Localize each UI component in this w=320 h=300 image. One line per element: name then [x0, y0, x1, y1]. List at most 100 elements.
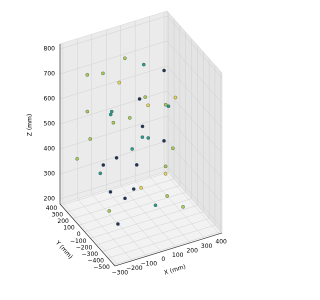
y-tick-label: 0 — [77, 231, 81, 238]
grid-line — [72, 185, 180, 219]
point — [163, 172, 168, 176]
grid-line — [102, 218, 210, 252]
point — [163, 102, 168, 107]
point — [165, 194, 169, 198]
grid-line — [59, 140, 168, 175]
grid-line — [59, 90, 168, 125]
z-tick-label: 200 — [44, 196, 56, 203]
z-tick-label: 500 — [44, 121, 56, 128]
point — [108, 112, 113, 117]
z-tick-label: 800 — [44, 46, 56, 53]
z-tick-label: 700 — [44, 71, 56, 78]
point — [107, 209, 112, 213]
point — [162, 139, 166, 143]
grid-line — [166, 65, 223, 129]
point — [114, 156, 119, 160]
grid-line — [166, 15, 223, 79]
grid-line — [106, 189, 162, 252]
point — [123, 196, 127, 201]
point — [140, 124, 145, 129]
x-axis-line — [114, 232, 223, 267]
grid-line — [59, 15, 168, 50]
point — [162, 68, 166, 73]
y-tick-label: 300 — [52, 211, 64, 218]
x-tick-label: −100 — [141, 261, 158, 268]
point — [75, 157, 79, 161]
x-tick-label: 100 — [172, 252, 184, 259]
point — [123, 56, 127, 61]
y-tick-label: −400 — [87, 258, 104, 265]
grid-line — [77, 198, 133, 261]
y-tick-label: −300 — [82, 251, 99, 258]
grid-line — [62, 202, 119, 266]
point — [146, 136, 151, 140]
y-tick-label: −100 — [70, 238, 87, 245]
point — [108, 190, 113, 194]
point — [140, 135, 145, 139]
point — [163, 164, 168, 169]
grid-line — [66, 178, 175, 213]
grid-line — [166, 40, 223, 104]
grid-line — [113, 231, 221, 265]
point — [139, 186, 143, 190]
x-tick-label: 400 — [215, 238, 227, 245]
grid-line — [91, 194, 147, 257]
x-tick-label: −200 — [126, 265, 143, 272]
x-tick-label: 0 — [161, 256, 165, 263]
y-tick-label: −500 — [93, 264, 110, 271]
point — [143, 95, 147, 99]
point — [181, 205, 185, 209]
y-tick-label: 100 — [63, 225, 75, 232]
grid-line — [163, 171, 220, 235]
point — [117, 80, 121, 85]
grid-line — [166, 115, 223, 179]
z-axis-label: Z (mm) — [27, 114, 34, 136]
y-tick-label: 200 — [57, 218, 69, 225]
point — [111, 120, 116, 125]
grid-line — [166, 90, 223, 154]
x-tick-label: −300 — [112, 270, 129, 277]
y-tick-label: −200 — [76, 244, 93, 251]
point — [135, 163, 139, 167]
chart: X (mm) Y (mm) Z (mm) −300−200−1000100200… — [27, 10, 227, 277]
grid-line — [59, 40, 168, 75]
point — [88, 137, 92, 141]
grid-line — [120, 185, 176, 248]
point — [128, 116, 132, 120]
point — [109, 109, 114, 114]
point — [85, 109, 90, 114]
grid-line — [135, 180, 191, 243]
point — [101, 71, 105, 76]
point — [137, 97, 142, 101]
z-tick-label: 300 — [44, 171, 56, 178]
point — [173, 95, 178, 100]
grid-line — [84, 198, 192, 232]
z-tick-label: 600 — [44, 96, 56, 103]
grid-line — [59, 115, 168, 150]
point — [142, 62, 146, 67]
y-tick-label: 400 — [46, 205, 58, 212]
point — [153, 203, 158, 208]
grid-line — [90, 205, 198, 239]
point — [116, 222, 120, 226]
point — [101, 163, 106, 167]
grid-line — [107, 224, 216, 259]
point — [130, 147, 134, 151]
x-axis-label: X (mm) — [163, 263, 186, 276]
x-tick-label: 200 — [186, 247, 198, 254]
point — [146, 103, 150, 108]
x-tick-label: 300 — [201, 243, 213, 250]
grid-line — [166, 140, 223, 204]
grid-line — [96, 211, 204, 246]
grid-line — [59, 65, 168, 100]
point — [166, 104, 171, 109]
grid-line — [61, 172, 169, 206]
point — [131, 187, 136, 191]
y-axis-line — [59, 203, 116, 267]
z-tick-label: 400 — [44, 146, 56, 153]
point — [98, 171, 103, 176]
grid-line — [166, 165, 223, 229]
grid-line — [59, 165, 168, 200]
point — [85, 73, 90, 77]
grid-line — [78, 191, 186, 226]
